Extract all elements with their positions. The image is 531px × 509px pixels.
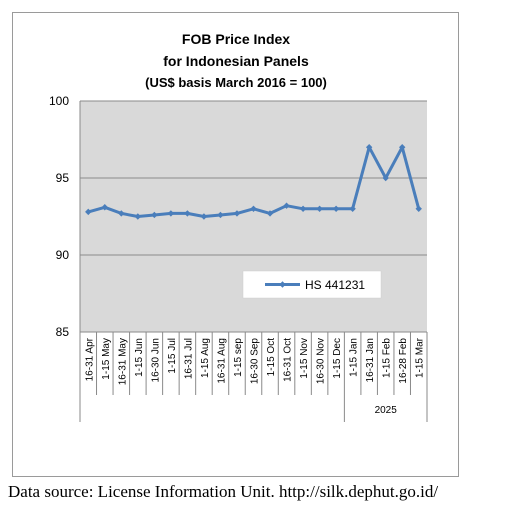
x-tick-label: 16-30 Sep xyxy=(250,338,261,385)
x-tick-label: 16-31 May xyxy=(117,338,128,385)
x-tick-label: 1-15 Jun xyxy=(134,338,145,377)
y-tick-label: 100 xyxy=(49,94,69,108)
data-point xyxy=(299,205,307,212)
x-tick-label: 1-15 Mar xyxy=(415,337,426,378)
chart-title-line: FOB Price Index xyxy=(182,31,290,47)
data-point xyxy=(283,202,290,209)
chart-title-line: for Indonesian Panels xyxy=(163,53,309,69)
data-point xyxy=(250,205,257,212)
data-point xyxy=(134,213,142,220)
data-point xyxy=(118,210,125,217)
data-point xyxy=(184,210,191,217)
data-point xyxy=(151,211,158,219)
data-point xyxy=(217,211,224,219)
x-tick-label: 1-15 Jul xyxy=(167,338,178,374)
chart-title-line: (US$ basis March 2016 = 100) xyxy=(145,75,327,90)
source-note: Data source: License Information Unit. h… xyxy=(8,482,439,501)
x-axis: 2025 16-31 Apr 1-15 May 16-31 May 1-15 Jun 16… xyxy=(79,101,428,422)
data-point xyxy=(415,205,422,212)
legend: HS 441231 xyxy=(242,270,382,299)
x-tick-label: 16-30 Nov xyxy=(316,338,327,384)
x-tick-label: 16-31 Oct xyxy=(283,338,294,382)
data-point xyxy=(316,205,323,212)
x-tick-label: 1-15 Oct xyxy=(266,338,277,377)
data-point xyxy=(200,213,208,220)
y-tick-label: 85 xyxy=(56,325,70,339)
x-tick-label: 16-31 Jan xyxy=(365,338,376,382)
legend-marker xyxy=(279,281,286,288)
x-tick-label: 1-15 Jan xyxy=(349,338,360,377)
y-axis-ticks: 85 90 95 100 xyxy=(49,94,69,339)
x-tick-label: 1-15 sep xyxy=(233,338,244,377)
data-point xyxy=(365,144,373,151)
data-point xyxy=(382,174,389,182)
data-point xyxy=(101,204,108,211)
x-group-label: 2025 xyxy=(375,405,398,416)
x-tick-label: 16-31 Aug xyxy=(216,338,227,384)
data-point xyxy=(233,210,241,217)
data-point xyxy=(85,208,92,216)
x-tick-label: 1-15 Nov xyxy=(299,338,310,379)
data-point xyxy=(349,205,356,212)
x-tick-label: 16-28 Feb xyxy=(398,338,409,384)
x-tick-label: 1-15 Feb xyxy=(382,338,393,378)
data-point xyxy=(167,210,175,217)
chart-title: FOB Price Index for Indonesian Panels (US$… xyxy=(145,31,327,90)
legend-label: HS 441231 xyxy=(305,278,365,292)
data-point xyxy=(399,144,406,151)
chart-svg: FOB Price Index for Indonesian Panels (US$… xyxy=(49,31,428,422)
series-layer xyxy=(85,144,422,220)
x-tick-label: 16-31 Jul xyxy=(183,338,194,379)
x-tick-label: 1-15 Aug xyxy=(200,338,211,378)
x-tick-label: 1-15 May xyxy=(101,338,112,380)
data-point xyxy=(266,210,274,217)
x-tick-label: 16-30 Jun xyxy=(150,338,161,382)
x-tick-label: 1-15 Dec xyxy=(332,338,343,379)
x-tick-label: 16-31 Apr xyxy=(84,337,95,381)
y-tick-label: 90 xyxy=(56,248,70,262)
y-tick-label: 95 xyxy=(56,171,70,185)
data-point xyxy=(332,205,340,212)
